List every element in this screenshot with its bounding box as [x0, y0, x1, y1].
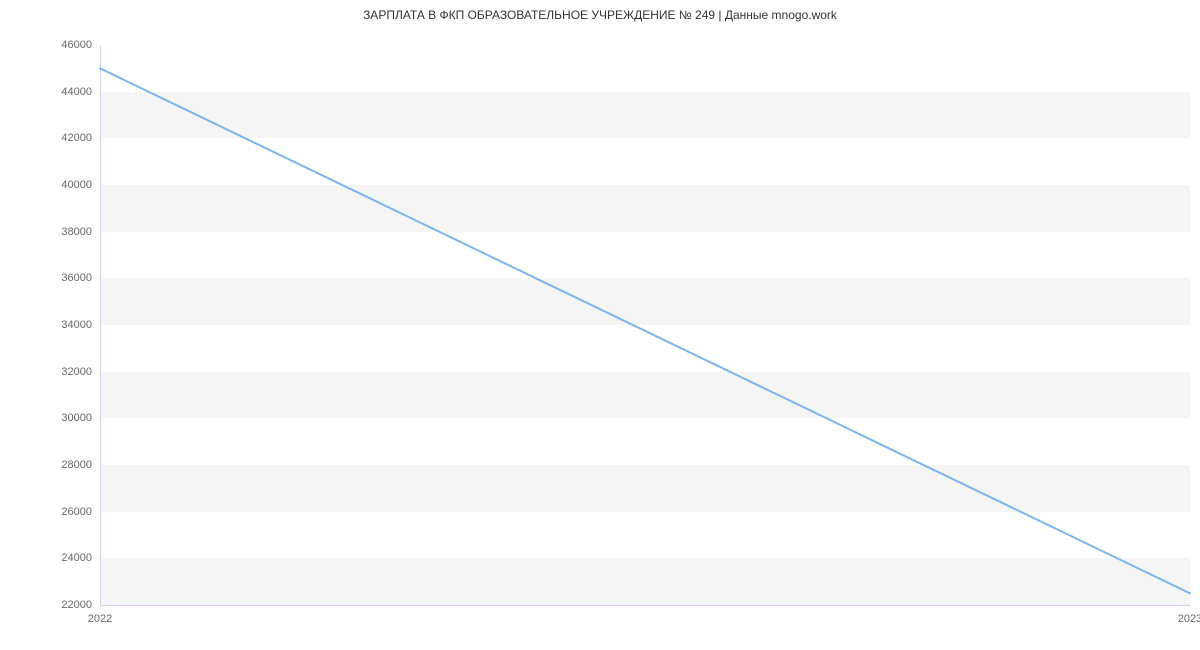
y-tick-label: 28000 — [37, 459, 92, 471]
y-tick-label: 34000 — [37, 319, 92, 331]
y-tick-label: 40000 — [37, 179, 92, 191]
plot-area: 2200024000260002800030000320003400036000… — [100, 45, 1190, 605]
y-tick-label: 38000 — [37, 226, 92, 238]
series-svg — [100, 45, 1190, 605]
chart-container: ЗАРПЛАТА В ФКП ОБРАЗОВАТЕЛЬНОЕ УЧРЕЖДЕНИ… — [0, 0, 1200, 650]
y-tick-label: 44000 — [37, 86, 92, 98]
y-tick-label: 26000 — [37, 506, 92, 518]
x-tick-label: 2022 — [88, 613, 112, 625]
y-tick-label: 30000 — [37, 412, 92, 424]
chart-title: ЗАРПЛАТА В ФКП ОБРАЗОВАТЕЛЬНОЕ УЧРЕЖДЕНИ… — [0, 8, 1200, 22]
x-axis-line — [100, 605, 1190, 606]
x-tick-label: 2023 — [1178, 613, 1200, 625]
y-tick-label: 32000 — [37, 366, 92, 378]
y-tick-label: 42000 — [37, 132, 92, 144]
y-tick-label: 36000 — [37, 272, 92, 284]
y-tick-label: 46000 — [37, 39, 92, 51]
y-tick-label: 22000 — [37, 599, 92, 611]
series-line — [100, 68, 1190, 593]
y-tick-label: 24000 — [37, 552, 92, 564]
